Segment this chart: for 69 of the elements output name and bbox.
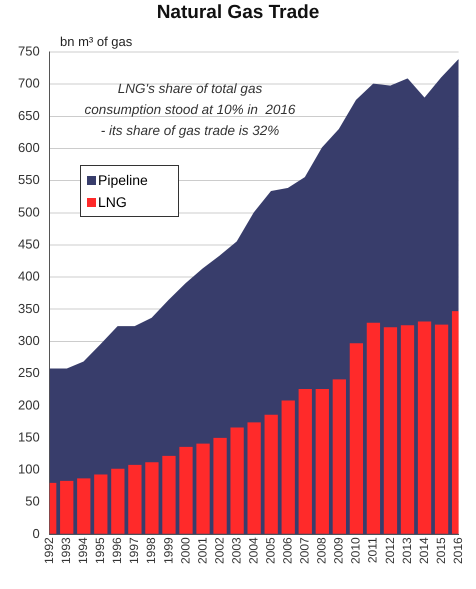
- bar: [196, 444, 210, 534]
- y-tick-label: 200: [18, 397, 40, 412]
- y-tick-label: 0: [32, 526, 40, 541]
- bar: [316, 388, 329, 534]
- x-tick-label: 1994: [76, 536, 90, 564]
- y-tick-label: 700: [18, 76, 40, 91]
- y-axis-title: bn m³ of gas: [60, 34, 132, 49]
- y-tick-label: 650: [18, 108, 40, 123]
- bar: [384, 327, 398, 534]
- y-tick-label: 50: [25, 494, 40, 509]
- bar: [248, 422, 261, 534]
- x-tick-label: 2002: [212, 536, 226, 564]
- x-tick-label: 1996: [110, 536, 124, 564]
- chart-title: Natural Gas Trade: [156, 2, 320, 24]
- bar: [434, 324, 448, 534]
- y-tick-label: 100: [18, 462, 40, 477]
- bar: [60, 480, 74, 534]
- bar: [128, 464, 142, 534]
- x-tick-label: 2009: [332, 536, 346, 564]
- bar: [179, 446, 193, 534]
- x-tick-label: 2005: [263, 536, 278, 564]
- legend-label: LNG: [97, 193, 128, 212]
- x-tick-label: 2000: [178, 536, 192, 564]
- x-tick-label: 1997: [127, 536, 142, 564]
- bar: [400, 325, 414, 534]
- y-tick-label: 350: [18, 300, 40, 316]
- x-tick-label: 2014: [416, 536, 431, 564]
- bar: [230, 428, 244, 534]
- bar: [145, 462, 159, 534]
- y-tick-label: 400: [18, 268, 40, 284]
- y-tick-label: 600: [18, 140, 40, 156]
- x-tick-label: 1999: [161, 536, 176, 564]
- bar: [366, 322, 380, 534]
- y-tick-label: 550: [18, 172, 40, 188]
- x-tick-label: 2001: [195, 536, 210, 564]
- x-tick-label: 2013: [400, 536, 414, 564]
- x-tick-label: 2008: [314, 536, 329, 564]
- bar: [298, 388, 312, 534]
- x-tick-label: 2015: [434, 536, 448, 564]
- y-tick-label: 150: [18, 429, 40, 444]
- x-tick-label: 2011: [366, 536, 380, 564]
- bar: [213, 438, 227, 534]
- x-tick-label: 2012: [382, 536, 397, 564]
- x-tick-label: 1993: [59, 536, 74, 564]
- x-tick-label: 1995: [93, 536, 108, 564]
- annotation: LNG's share of total gas consumption stood at 10% in 2016 - its share of gas trade is 32%: [84, 80, 296, 140]
- x-tick-label: 2003: [229, 536, 244, 564]
- x-tick-label: 2006: [280, 536, 295, 564]
- y-tick-label: 750: [18, 44, 40, 59]
- bar: [111, 468, 124, 534]
- bar: [77, 478, 90, 534]
- y-tick-label: 250: [18, 365, 40, 380]
- bar: [162, 456, 176, 534]
- x-tick-label: 1998: [144, 536, 158, 564]
- x-tick-label: 1992: [42, 536, 56, 564]
- bar: [350, 343, 364, 534]
- x-tick-label: 2010: [348, 536, 363, 564]
- x-tick-label: 2004: [246, 536, 260, 564]
- x-tick-label: 2007: [298, 536, 312, 564]
- y-tick-label: 500: [18, 204, 40, 220]
- bar: [94, 474, 108, 534]
- bar: [418, 321, 432, 534]
- x-tick-label: 2016: [450, 536, 465, 564]
- y-tick-label: 450: [18, 236, 40, 252]
- bar: [264, 414, 278, 534]
- bar: [332, 379, 346, 534]
- legend-label: Pipeline: [97, 171, 148, 190]
- y-tick-label: 300: [18, 332, 40, 348]
- bar: [282, 400, 295, 534]
